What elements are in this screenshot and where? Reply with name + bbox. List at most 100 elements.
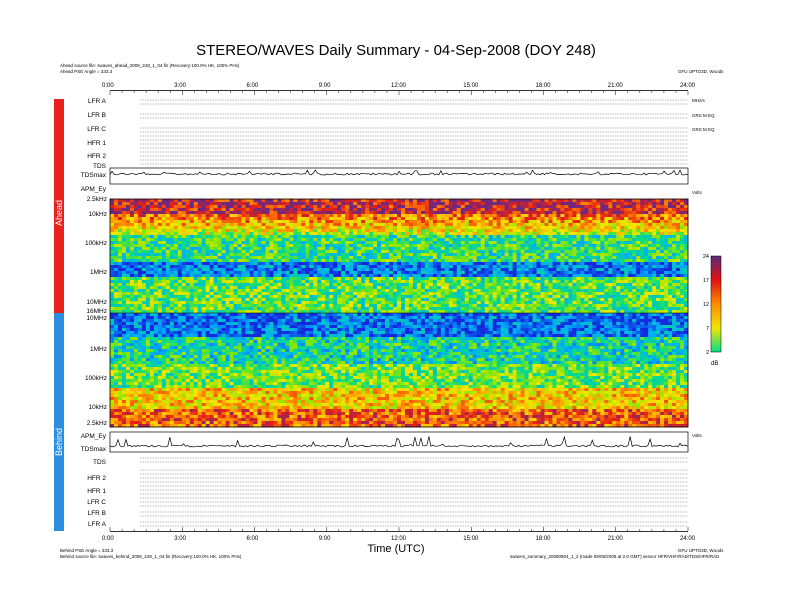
- spectrogram-cell: [117, 283, 123, 287]
- spectrogram-cell: [117, 217, 123, 221]
- credit-right-text: GFU UPTO3D, Woods: [678, 69, 724, 74]
- spectrogram-cell: [548, 274, 553, 278]
- spectrogram-cell: [225, 211, 230, 215]
- spectrogram-cell: [620, 259, 625, 263]
- spectrogram-cell: [608, 292, 613, 296]
- spectrogram-cell: [353, 262, 358, 266]
- spectrogram-cell: [293, 244, 298, 248]
- spectrogram-cell: [504, 202, 509, 206]
- spectrogram-cell: [564, 199, 569, 203]
- spectrogram-cell: [237, 286, 242, 290]
- spectrogram-cell: [540, 241, 545, 245]
- spectrogram-cell: [189, 247, 195, 251]
- spectrogram-cell: [153, 202, 159, 206]
- spectrogram-cell: [113, 280, 119, 284]
- spectrogram-cell: [381, 217, 386, 221]
- spectrogram-cell: [129, 259, 135, 263]
- spectrogram-cell: [277, 211, 282, 215]
- spectrogram-cell: [660, 241, 665, 245]
- spectrogram-cell: [488, 256, 493, 260]
- spectrogram-cell: [309, 226, 314, 230]
- spectrogram-cell: [397, 232, 402, 236]
- spectrogram-cell: [600, 229, 605, 233]
- spectrogram-cell: [305, 289, 310, 293]
- spectrogram-cell: [504, 223, 509, 227]
- spectrogram-cell: [592, 295, 597, 299]
- spectrogram-cell: [301, 217, 306, 221]
- spectrogram-cell: [532, 250, 537, 254]
- spectrogram-cell: [468, 220, 474, 224]
- spectrogram-cell: [293, 265, 298, 269]
- spectrogram-cell: [209, 220, 214, 224]
- spectrogram-cell: [201, 202, 206, 206]
- spectrogram-cell: [365, 253, 370, 257]
- spectrogram-cell: [225, 289, 230, 293]
- spectrogram-cell: [341, 253, 346, 257]
- spectrogram-cell: [165, 283, 171, 287]
- spectrogram-cell: [133, 265, 139, 269]
- spectrogram-cell: [177, 199, 183, 203]
- spectrogram-cell: [460, 265, 466, 269]
- spectrogram-cell: [337, 265, 342, 269]
- spectrogram-cell: [305, 265, 310, 269]
- spectrogram-cell: [389, 247, 394, 251]
- spectrogram-cell: [141, 292, 147, 296]
- spectrogram-cell: [400, 262, 406, 266]
- spectrogram-cell: [225, 238, 230, 242]
- spectrogram-cell: [404, 286, 410, 290]
- spectrogram-cell: [269, 253, 274, 257]
- spectrogram-cell: [672, 262, 677, 266]
- spectrogram-cell: [492, 262, 497, 266]
- spectrogram-cell: [185, 256, 191, 260]
- spectrogram-cell: [496, 214, 501, 218]
- spectrogram-cell: [377, 208, 382, 212]
- spectrogram-cell: [536, 235, 541, 239]
- spectrogram-cell: [460, 241, 466, 245]
- spectrogram-cell: [137, 274, 143, 278]
- spectrogram-cell: [289, 274, 294, 278]
- spectrogram-cell: [177, 250, 183, 254]
- spectrogram-cell: [353, 253, 358, 257]
- spectrogram-cell: [209, 241, 214, 245]
- spectrogram-cell: [456, 202, 462, 206]
- spectrogram-cell: [656, 250, 661, 254]
- spectrogram-cell: [125, 289, 131, 293]
- spectrogram-cell: [468, 295, 474, 299]
- spectrogram-cell: [588, 274, 593, 278]
- spectrogram-cell: [185, 211, 191, 215]
- spectrogram-cell: [377, 211, 382, 215]
- spectrogram-cell: [684, 214, 689, 218]
- spectrogram-cell: [632, 223, 637, 227]
- spectrogram-cell: [253, 256, 258, 260]
- spectrogram-cell: [249, 202, 254, 206]
- spectrogram-cell: [173, 232, 179, 236]
- spectrogram-cell: [141, 283, 147, 287]
- spectrogram-cell: [680, 280, 685, 284]
- spectrogram-cell: [560, 205, 565, 209]
- spectrogram-cell: [668, 217, 673, 221]
- spectrogram-cell: [620, 205, 625, 209]
- spectrogram-cell: [576, 253, 581, 257]
- spectrogram-cell: [516, 253, 521, 257]
- spectrogram-cell: [249, 271, 254, 275]
- spectrogram-cell: [229, 205, 234, 209]
- spectrogram-cell: [440, 286, 446, 290]
- spectrogram-cell: [528, 220, 533, 224]
- spectrogram-cell: [560, 274, 565, 278]
- spectrogram-cell: [464, 286, 470, 290]
- spectrogram-cell: [345, 268, 350, 272]
- spectrogram-cell: [333, 199, 338, 203]
- spectrogram-cell: [592, 274, 597, 278]
- spectrogram-cell: [448, 286, 454, 290]
- spectrogram-cell: [448, 283, 454, 287]
- spectrogram-cell: [241, 289, 246, 293]
- spectrogram-cell: [532, 241, 537, 245]
- spectrogram-cell: [141, 286, 147, 290]
- spectrogram-cell: [301, 202, 306, 206]
- spectrogram-cell: [225, 202, 230, 206]
- spectrogram-cell: [149, 223, 155, 227]
- spectrogram-cell: [492, 268, 497, 272]
- spectrogram-cell: [125, 259, 131, 263]
- spectrogram-cell: [420, 205, 426, 209]
- spectrogram-cell: [289, 265, 294, 269]
